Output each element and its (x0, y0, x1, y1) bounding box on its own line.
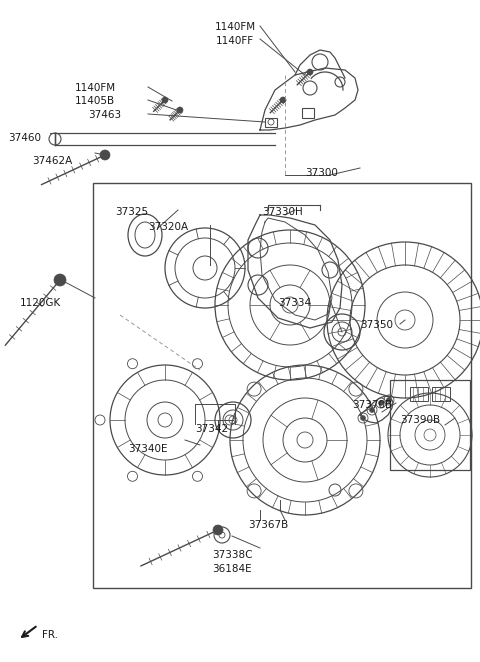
Text: 37462A: 37462A (32, 156, 72, 166)
Text: 37390B: 37390B (400, 415, 440, 425)
Text: 37334: 37334 (278, 298, 311, 308)
Text: 1140FM: 1140FM (215, 22, 255, 32)
Circle shape (360, 416, 365, 420)
Bar (410, 387, 428, 401)
Text: 1120GK: 1120GK (20, 298, 61, 308)
Circle shape (307, 69, 313, 75)
Bar (302, 108, 314, 118)
Bar (432, 387, 450, 401)
Text: 37300: 37300 (305, 168, 338, 178)
Text: 1140FM: 1140FM (75, 83, 116, 93)
Text: 37325: 37325 (115, 207, 148, 217)
Text: 37367B: 37367B (248, 520, 288, 530)
Circle shape (100, 150, 110, 160)
Circle shape (280, 97, 286, 103)
Text: 37370B: 37370B (352, 400, 392, 410)
Text: 37342: 37342 (195, 424, 228, 434)
Text: FR.: FR. (42, 630, 58, 640)
Text: 1140FF: 1140FF (216, 36, 254, 46)
Circle shape (370, 408, 374, 412)
Circle shape (386, 397, 392, 402)
Text: 37463: 37463 (88, 110, 121, 120)
Circle shape (162, 97, 168, 103)
Bar (93, 183, 471, 588)
Text: 37340E: 37340E (128, 444, 168, 454)
Bar (390, 380, 470, 470)
Text: 37350: 37350 (360, 320, 393, 330)
Bar (265, 118, 277, 127)
Text: 36184E: 36184E (212, 564, 252, 574)
Circle shape (54, 274, 66, 286)
Circle shape (177, 107, 183, 113)
Text: 37338C: 37338C (212, 550, 252, 560)
Text: 37460: 37460 (8, 133, 41, 143)
Circle shape (379, 401, 384, 406)
Circle shape (213, 525, 223, 535)
Text: 11405B: 11405B (75, 96, 115, 106)
Text: 37330H: 37330H (262, 207, 303, 217)
Text: 37320A: 37320A (148, 222, 188, 232)
